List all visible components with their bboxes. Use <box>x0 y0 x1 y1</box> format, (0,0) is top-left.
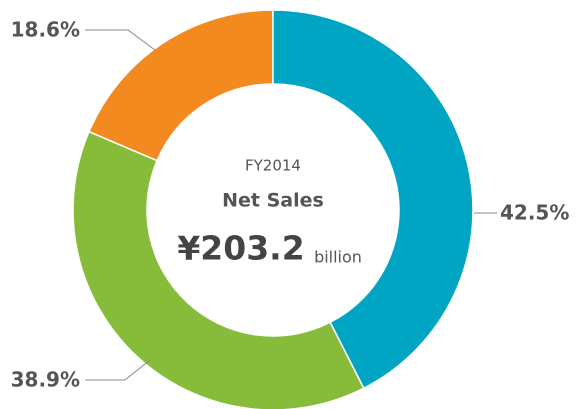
donut-segment <box>72 130 365 409</box>
fiscal-year: FY2014 <box>245 157 301 175</box>
leader-line <box>85 359 151 381</box>
value-label: 42.5% <box>500 201 569 225</box>
donut-segment <box>272 9 474 390</box>
value-label: 18.6% <box>11 18 80 42</box>
leader-line <box>85 29 156 51</box>
total-value: ¥203.2 <box>177 229 304 268</box>
unit: billion <box>314 248 362 267</box>
donut-segment <box>87 9 274 162</box>
value-label: 38.9% <box>11 368 80 392</box>
metric-name: Net Sales <box>222 190 324 212</box>
